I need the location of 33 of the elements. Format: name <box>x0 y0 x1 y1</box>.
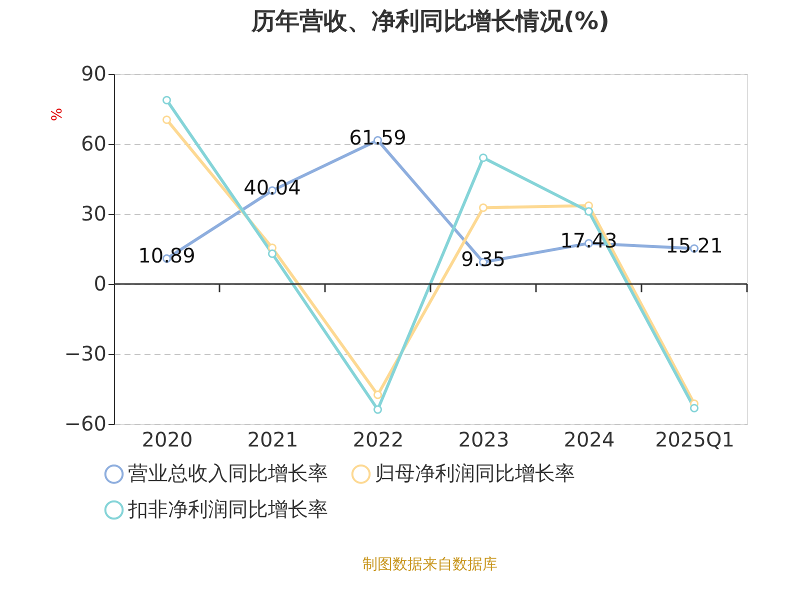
y-tick-label: 60 <box>81 132 106 156</box>
y-tick-label: 0 <box>94 272 106 296</box>
point <box>478 153 488 162</box>
point <box>584 207 594 216</box>
data-label: 9.35 <box>460 247 506 272</box>
point <box>162 115 172 124</box>
legend-label: 营业总收入同比增长率 <box>128 461 328 486</box>
data-label: 10.89 <box>138 244 196 268</box>
y-tick-label: 90 <box>81 62 106 86</box>
x-tick-label: 2025Q1 <box>655 428 734 452</box>
y-tick-label: −30 <box>64 342 106 366</box>
point <box>162 96 172 104</box>
data-label: 15.21 <box>666 234 723 258</box>
x-tick-label: 2024 <box>564 428 615 452</box>
y-tick-label: −60 <box>64 412 106 436</box>
point <box>373 405 382 414</box>
x-tick-label: 2022 <box>352 428 404 452</box>
legend-label: 扣非净利润同比增长率 <box>127 497 328 521</box>
x-tick-label: 2020 <box>142 428 193 452</box>
legend-label: 归母净利润同比增长率 <box>375 461 575 486</box>
x-tick-label: 2021 <box>247 428 298 452</box>
chart-title: 历年营收、净利同比增长情况(%) <box>250 7 610 35</box>
data-label: 17.43 <box>560 228 618 252</box>
point <box>478 203 488 212</box>
text: 制图数据来自数据库 <box>362 555 498 573</box>
y-axis-title: % <box>50 108 66 122</box>
data-label: 40.04 <box>244 176 301 200</box>
x-tick-label: 2023 <box>458 428 510 452</box>
point <box>690 404 699 412</box>
point <box>373 390 382 400</box>
y-tick-label: 30 <box>81 202 106 226</box>
data-label: 61.59 <box>349 125 406 150</box>
point <box>268 249 277 258</box>
